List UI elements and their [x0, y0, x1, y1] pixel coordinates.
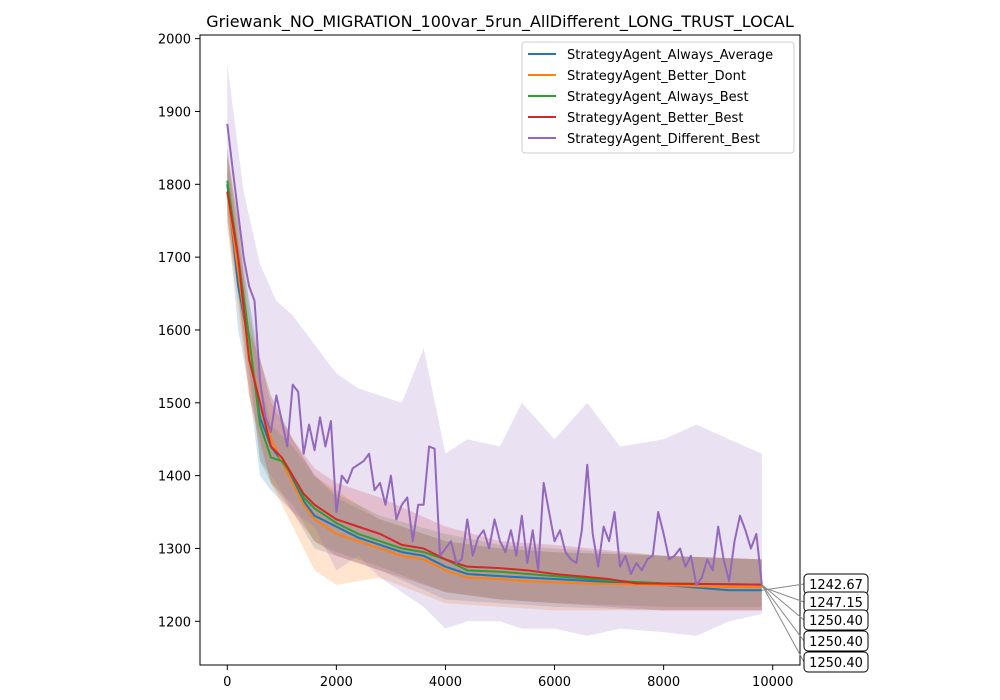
annotation-box	[803, 651, 869, 673]
x-tick-label: 2000	[320, 675, 353, 690]
annotation-label: 1250.40	[809, 614, 863, 629]
plot-frame	[199, 34, 801, 666]
annotation-label: 1242.67	[809, 578, 863, 593]
y-tick-label: 1200	[158, 615, 191, 630]
legend-label: StrategyAgent_Different_Best	[567, 132, 760, 147]
line-strategyagent-always-average	[226, 184, 762, 592]
annotation-label: 1247.15	[809, 596, 863, 611]
y-tick-label: 1800	[158, 178, 191, 193]
y-tick-label: 2000	[158, 33, 191, 48]
annotation-box	[803, 609, 869, 631]
band-strategyagent-always-average	[227, 155, 762, 611]
band-strategyagent-better-dont	[227, 147, 762, 611]
line-strategyagent-better-best	[226, 191, 762, 586]
y-axis: 1200 1300 1400 1500 1600 1700 1800 1900 2000	[158, 33, 200, 630]
y-tick-label: 1700	[158, 251, 191, 266]
legend-label: StrategyAgent_Better_Best	[567, 111, 743, 126]
x-tick-label: 8000	[647, 675, 680, 690]
legend-box	[521, 41, 795, 154]
annotation-leader	[761, 584, 805, 663]
legend: StrategyAgent_Always_Average StrategyAgen…	[521, 41, 795, 154]
annotation-box	[803, 630, 869, 652]
y-tick-label: 1600	[158, 324, 191, 339]
y-tick-label: 1500	[158, 397, 191, 412]
legend-label: StrategyAgent_Always_Average	[567, 48, 773, 63]
annotation-label: 1250.40	[809, 656, 863, 671]
band-strategyagent-different-best	[227, 64, 762, 636]
line-strategyagent-always-best	[226, 180, 762, 586]
x-tick-label: 4000	[429, 675, 462, 690]
series-lines	[226, 123, 763, 592]
y-tick-label: 1900	[158, 105, 191, 120]
y-tick-label: 1400	[158, 470, 191, 485]
x-tick-label: 6000	[538, 675, 571, 690]
legend-label: StrategyAgent_Always_Best	[567, 90, 749, 105]
band-strategyagent-better-best	[227, 155, 762, 611]
x-tick-label: 0	[223, 675, 231, 690]
chart-title: Griewank_NO_MIGRATION_100var_5run_AllDif…	[206, 12, 794, 32]
x-tick-label: 10000	[752, 675, 793, 690]
annotation-leader	[761, 586, 805, 603]
final-value-annotations: 1242.67 1247.15 1250.40 1250.40 1250.40	[761, 573, 869, 673]
x-axis: 0 2000 4000 6000 8000 10000	[223, 665, 793, 690]
line-strategyagent-different-best	[226, 123, 763, 586]
y-tick-label: 1300	[158, 542, 191, 557]
annotation-leader	[761, 584, 805, 621]
annotation-leader	[761, 584, 805, 642]
annotation-label: 1250.40	[809, 635, 863, 650]
legend-label: StrategyAgent_Better_Dont	[567, 69, 746, 84]
